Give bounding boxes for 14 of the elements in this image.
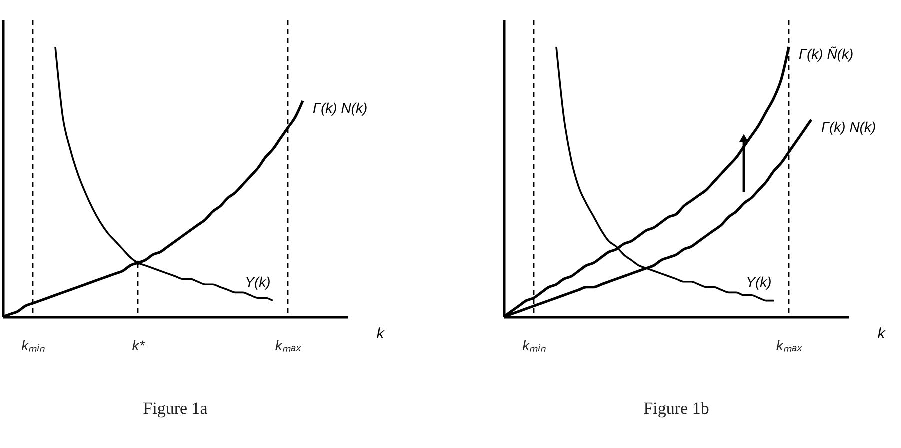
text: Figure 1a — [143, 399, 208, 418]
x-tick-label: kₘᵢₙ — [22, 338, 46, 354]
series-label: Γ(k) N(k) — [822, 118, 876, 135]
series-label: Y(k) — [746, 274, 772, 290]
x-axis-title: k — [376, 326, 386, 342]
series-label: Γ(k) Ñ(k) — [799, 46, 854, 62]
x-tick-label: kₘₐₓ — [275, 338, 302, 354]
x-tick-label: kₘᵢₙ — [522, 338, 546, 354]
text: Figure 1b — [644, 399, 710, 418]
x-tick-label: kₘₐₓ — [776, 338, 803, 354]
x-tick-label: k* — [132, 338, 146, 354]
x-axis-title: k — [878, 326, 887, 342]
series-label: Y(k) — [245, 274, 271, 290]
series-label: Γ(k) N(k) — [313, 100, 368, 116]
